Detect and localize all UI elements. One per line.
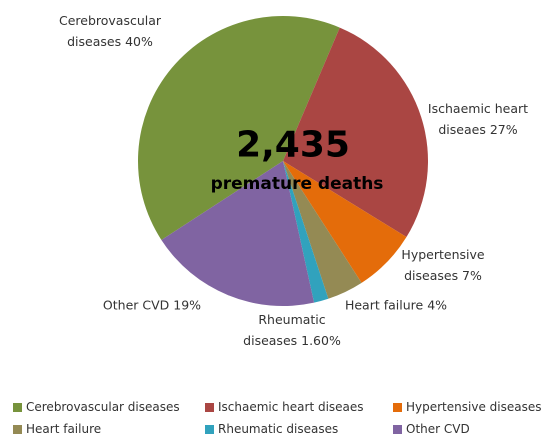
- legend-label: Heart failure: [26, 422, 102, 436]
- pie-slice: [283, 27, 428, 238]
- data-label: Heart failure 4%: [344, 297, 448, 313]
- pie-slice: [161, 161, 315, 307]
- data-label: Rheumatic diseases 1.60%: [243, 312, 341, 348]
- legend-item: Cerebrovascular diseases: [13, 400, 180, 414]
- pie-slice: [137, 15, 340, 240]
- center-annotation: premature deaths: [210, 174, 384, 194]
- data-label: Ischaemic heart diseaes 27%: [427, 101, 529, 137]
- pie-slice: [283, 161, 329, 303]
- legend-swatch: [393, 424, 402, 434]
- legend-label: Ischaemic heart diseaes: [218, 400, 364, 414]
- legend-label: Other CVD: [406, 422, 470, 436]
- legend-label: Hypertensive diseases: [406, 400, 542, 414]
- legend-item: Hypertensive diseases: [393, 400, 541, 414]
- legend-swatch: [13, 424, 22, 434]
- pie-slice: [283, 161, 362, 299]
- legend-swatch: [205, 424, 214, 434]
- legend-item: Ischaemic heart diseaes: [205, 400, 364, 414]
- data-label: Cerebrovascular diseases 40%: [58, 13, 162, 49]
- legend-item: Heart failure: [13, 422, 101, 436]
- legend-swatch: [393, 402, 402, 412]
- pie-slice: [283, 161, 407, 283]
- legend-swatch: [205, 402, 214, 412]
- legend-swatch: [13, 402, 22, 412]
- legend-label: Cerebrovascular diseases: [26, 400, 180, 414]
- legend-item: Rheumatic diseases: [205, 422, 338, 436]
- legend-item: Other CVD: [393, 422, 470, 436]
- data-label: Other CVD 19%: [102, 297, 202, 313]
- data-label: Hypertensive diseases 7%: [401, 247, 485, 283]
- legend-label: Rheumatic diseases: [218, 422, 339, 436]
- center-annotation: 2,435: [236, 124, 350, 166]
